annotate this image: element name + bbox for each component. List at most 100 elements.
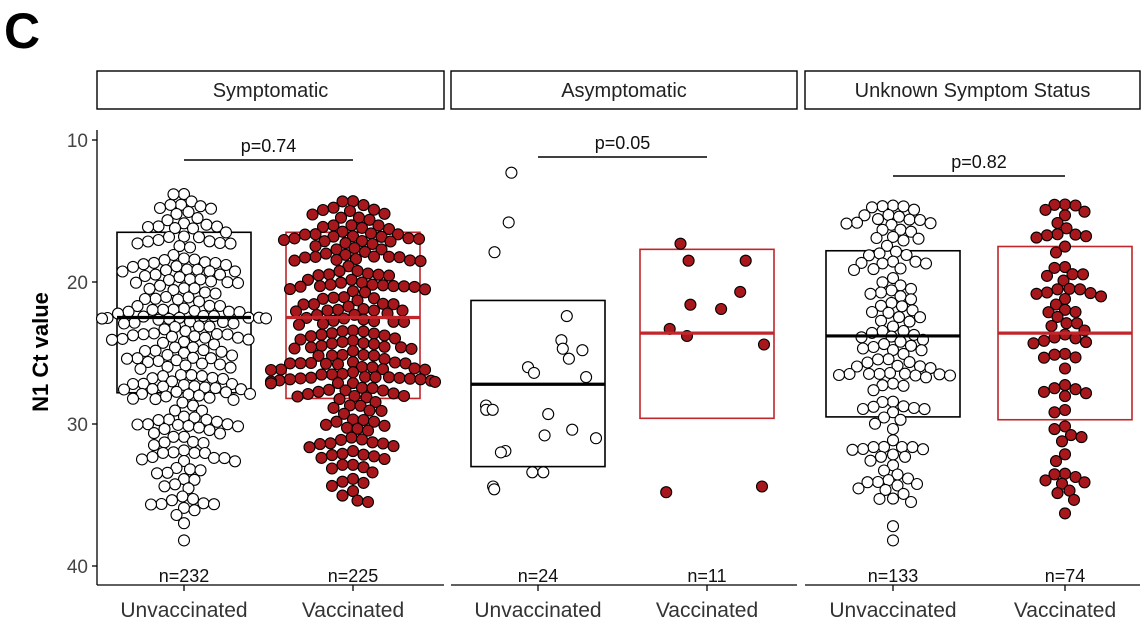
- data-point: [156, 336, 170, 349]
- data-point: [194, 200, 207, 213]
- data-point: [219, 226, 233, 239]
- data-point: [158, 254, 171, 267]
- data-point: [95, 312, 109, 325]
- data-point: [755, 480, 769, 493]
- data-point: [116, 332, 129, 345]
- data-point: [1040, 286, 1054, 299]
- data-point: [867, 441, 880, 454]
- data-point: [906, 441, 919, 454]
- data-point: [177, 517, 191, 530]
- data-point: [346, 366, 360, 379]
- data-point: [1060, 222, 1073, 235]
- data-point: [898, 450, 912, 463]
- data-point: [283, 373, 297, 386]
- data-point: [408, 280, 421, 293]
- data-point: [883, 366, 897, 380]
- data-point: [183, 463, 197, 476]
- data-point: [346, 334, 360, 347]
- data-point: [316, 317, 330, 330]
- facet-unknown-symptom-status: Unknown Symptom Status p=0.82 n=133 Unvacci…: [804, 70, 1141, 621]
- data-point: [682, 254, 695, 267]
- data-point: [331, 377, 345, 390]
- data-point: [886, 434, 900, 447]
- data-point: [734, 285, 747, 298]
- data-point: [924, 217, 937, 230]
- data-point: [325, 337, 339, 350]
- data-point: [366, 436, 379, 449]
- data-point: [376, 437, 390, 450]
- data-point: [315, 328, 328, 341]
- data-point: [876, 223, 889, 236]
- data-point: [402, 232, 415, 245]
- data-point: [131, 418, 144, 431]
- data-point: [891, 479, 904, 492]
- data-point: [387, 440, 400, 453]
- data-point: [1040, 269, 1054, 282]
- data-point: [418, 283, 432, 296]
- data-point: [158, 422, 171, 436]
- data-point: [856, 342, 870, 355]
- data-point: [203, 320, 216, 333]
- data-point: [367, 338, 381, 351]
- data-point: [891, 359, 904, 372]
- data-point: [126, 260, 140, 273]
- data-point: [147, 327, 161, 340]
- data-point: [188, 253, 201, 266]
- data-point: [1048, 198, 1061, 211]
- data-point: [228, 455, 242, 468]
- data-point: [906, 304, 919, 317]
- data-point: [171, 418, 185, 431]
- data-point: [378, 329, 391, 342]
- data-point: [502, 216, 515, 229]
- data-point: [186, 222, 200, 235]
- y-tick-label: 20: [67, 273, 88, 294]
- data-point: [307, 298, 321, 311]
- data-point: [1078, 205, 1091, 218]
- data-point: [918, 403, 931, 416]
- data-point: [197, 436, 210, 450]
- data-point: [886, 230, 900, 243]
- data-point: [684, 298, 697, 311]
- data-point: [886, 406, 900, 419]
- data-point: [167, 430, 180, 443]
- data-point: [397, 389, 411, 403]
- data-point: [660, 486, 673, 499]
- data-point: [321, 304, 334, 317]
- data-point: [213, 236, 227, 250]
- data-point: [393, 251, 406, 264]
- data-point: [909, 369, 922, 382]
- data-point: [1039, 474, 1052, 487]
- data-point: [301, 387, 315, 401]
- data-point: [165, 494, 179, 507]
- data-point: [206, 371, 219, 384]
- y-tick-label: 40: [67, 557, 88, 578]
- data-point: [903, 213, 916, 226]
- data-point: [589, 432, 603, 445]
- data-point: [147, 439, 161, 452]
- facet-strip: [804, 70, 1141, 110]
- data-point: [147, 256, 161, 269]
- data-point: [336, 195, 349, 208]
- data-point: [322, 383, 336, 396]
- data-point: [210, 220, 224, 233]
- data-point: [378, 452, 391, 466]
- data-point: [170, 508, 183, 522]
- data-point: [173, 271, 186, 284]
- data-point: [867, 384, 880, 397]
- group-n-label: n=24: [518, 566, 559, 586]
- data-point: [346, 472, 360, 485]
- data-point: [367, 292, 381, 305]
- data-point: [1076, 268, 1090, 281]
- data-point: [873, 492, 886, 505]
- data-point: [363, 213, 376, 226]
- data-point: [909, 255, 922, 268]
- data-point: [161, 466, 174, 479]
- data-point: [289, 305, 303, 318]
- p-value-label: p=0.74: [241, 136, 297, 156]
- data-point: [886, 377, 900, 390]
- data-point: [1079, 230, 1093, 243]
- data-point: [405, 342, 418, 355]
- data-point: [228, 265, 242, 278]
- data-point: [901, 472, 915, 485]
- data-point: [194, 464, 207, 477]
